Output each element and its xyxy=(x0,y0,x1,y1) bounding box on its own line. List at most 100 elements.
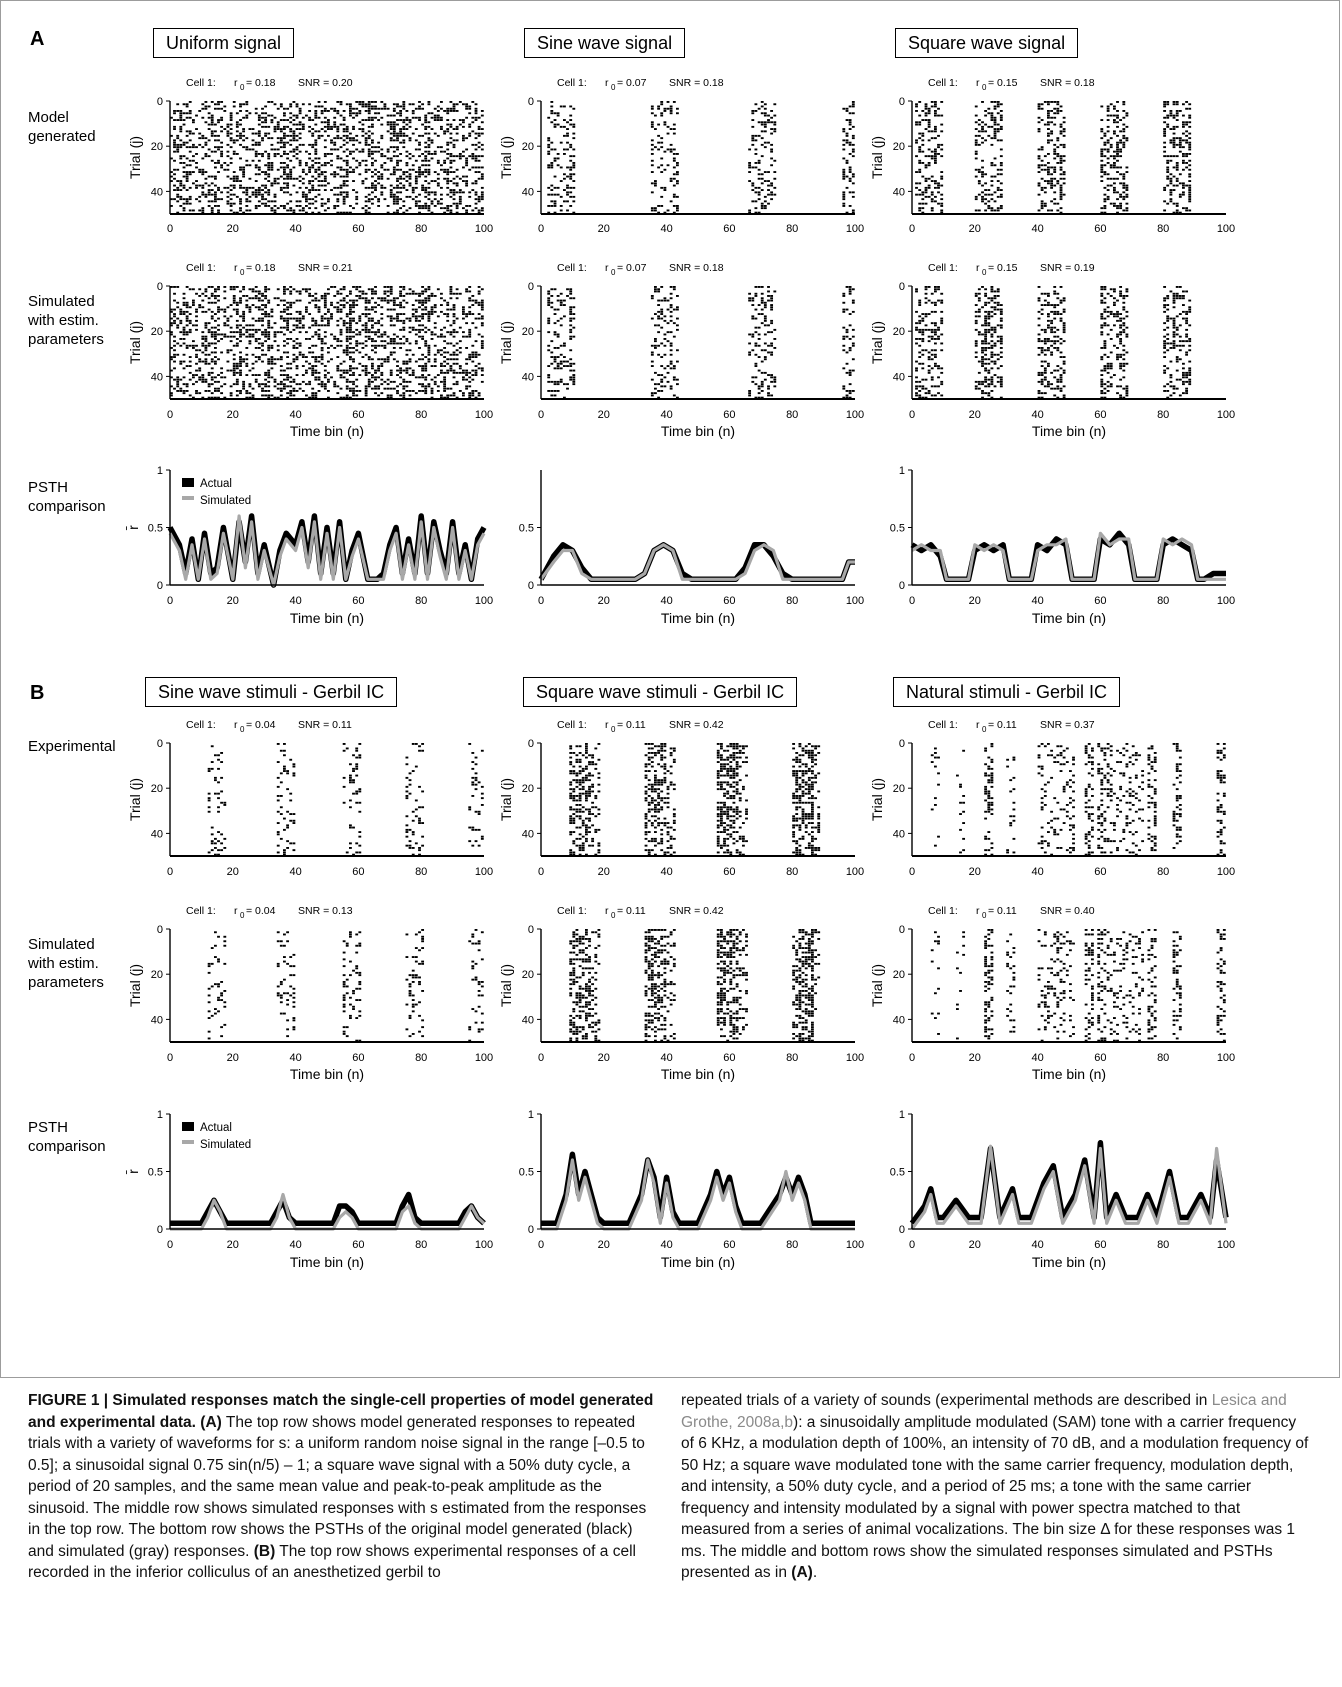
spike-mark xyxy=(418,205,421,207)
spike-mark xyxy=(330,173,333,176)
spike-mark xyxy=(465,371,469,374)
spike-mark xyxy=(650,164,654,167)
spike-mark xyxy=(399,367,403,370)
spike-mark xyxy=(289,139,293,142)
spike-mark xyxy=(1106,107,1110,110)
spike-mark xyxy=(848,347,852,349)
spike-mark xyxy=(217,390,220,392)
spike-mark xyxy=(367,198,371,201)
spike-mark xyxy=(254,166,258,169)
spike-mark xyxy=(257,191,261,194)
spike-mark xyxy=(654,182,657,185)
spike-mark xyxy=(940,155,944,158)
spike-mark xyxy=(468,328,472,331)
spike-mark xyxy=(311,319,315,322)
spike-mark xyxy=(242,295,246,297)
spike-mark xyxy=(352,374,355,376)
spike-mark xyxy=(760,390,764,392)
spike-mark xyxy=(267,376,271,379)
spike-mark xyxy=(1106,150,1110,153)
spike-mark xyxy=(1188,191,1192,194)
spike-mark xyxy=(270,143,274,146)
spike-mark xyxy=(182,198,186,201)
spike-mark xyxy=(474,112,478,115)
spike-mark xyxy=(440,128,443,130)
spike-mark xyxy=(220,198,224,201)
spike-mark xyxy=(308,125,312,128)
spike-mark xyxy=(559,180,563,182)
spike-mark xyxy=(279,365,283,367)
spike-mark xyxy=(229,349,233,352)
spike-mark xyxy=(1056,209,1060,212)
spike-mark xyxy=(974,121,978,124)
spike-mark xyxy=(170,369,173,372)
spike-mark xyxy=(217,101,220,103)
spike-mark xyxy=(449,369,453,372)
spike-mark xyxy=(342,198,346,201)
spike-mark xyxy=(273,128,277,130)
spike-mark xyxy=(261,299,264,302)
spike-mark xyxy=(220,333,224,336)
spike-mark xyxy=(323,313,327,315)
spike-mark xyxy=(261,353,264,356)
spike-mark xyxy=(173,189,176,191)
spike-mark xyxy=(380,134,384,137)
spike-mark xyxy=(396,360,399,363)
spike-mark xyxy=(424,159,428,162)
spike-mark xyxy=(261,387,264,390)
spike-mark xyxy=(452,358,456,361)
spike-mark xyxy=(1043,180,1047,182)
spike-mark xyxy=(421,164,425,167)
spike-mark xyxy=(188,202,192,205)
spike-mark xyxy=(848,390,852,392)
spike-mark xyxy=(754,326,758,329)
spike-mark xyxy=(292,114,296,117)
spike-mark xyxy=(657,353,661,356)
spike-mark xyxy=(1100,130,1104,133)
spike-mark xyxy=(204,326,208,329)
spike-mark xyxy=(374,331,377,334)
spike-mark xyxy=(842,157,846,160)
spike-mark xyxy=(462,378,465,381)
spike-mark xyxy=(327,378,330,381)
spike-mark xyxy=(1037,116,1041,119)
spike-mark xyxy=(264,310,268,313)
spike-mark xyxy=(408,390,412,392)
spike-mark xyxy=(660,385,664,388)
spike-mark xyxy=(176,390,180,392)
spike-mark xyxy=(270,148,274,151)
spike-mark xyxy=(377,150,381,153)
spike-mark xyxy=(261,153,264,155)
spike-mark xyxy=(547,137,551,140)
spike-mark xyxy=(345,315,349,318)
spike-mark xyxy=(996,103,1000,106)
spike-mark xyxy=(386,205,390,207)
spike-mark xyxy=(411,168,415,171)
spike-mark xyxy=(474,202,478,205)
spike-mark xyxy=(298,331,302,334)
spike-mark xyxy=(361,103,365,106)
spike-mark xyxy=(1109,103,1113,106)
spike-mark xyxy=(418,105,421,108)
spike-mark xyxy=(207,301,211,304)
spike-mark xyxy=(201,157,205,160)
spike-mark xyxy=(214,331,217,334)
spike-mark xyxy=(763,304,767,306)
spike-mark xyxy=(342,396,346,399)
spike-mark xyxy=(389,191,393,194)
spike-mark xyxy=(449,286,453,288)
spike-mark xyxy=(981,121,984,124)
spike-mark xyxy=(254,205,258,207)
spike-mark xyxy=(1103,134,1107,137)
spike-mark xyxy=(323,383,327,386)
spike-mark xyxy=(547,344,551,347)
spike-mark xyxy=(179,110,183,112)
spike-mark xyxy=(179,143,183,146)
spike-mark xyxy=(364,211,368,214)
spike-mark xyxy=(1185,130,1189,133)
spike-mark xyxy=(848,171,852,173)
spike-mark xyxy=(179,308,183,311)
spike-mark xyxy=(317,299,321,302)
spike-mark xyxy=(1059,177,1063,180)
spike-mark xyxy=(198,358,202,361)
